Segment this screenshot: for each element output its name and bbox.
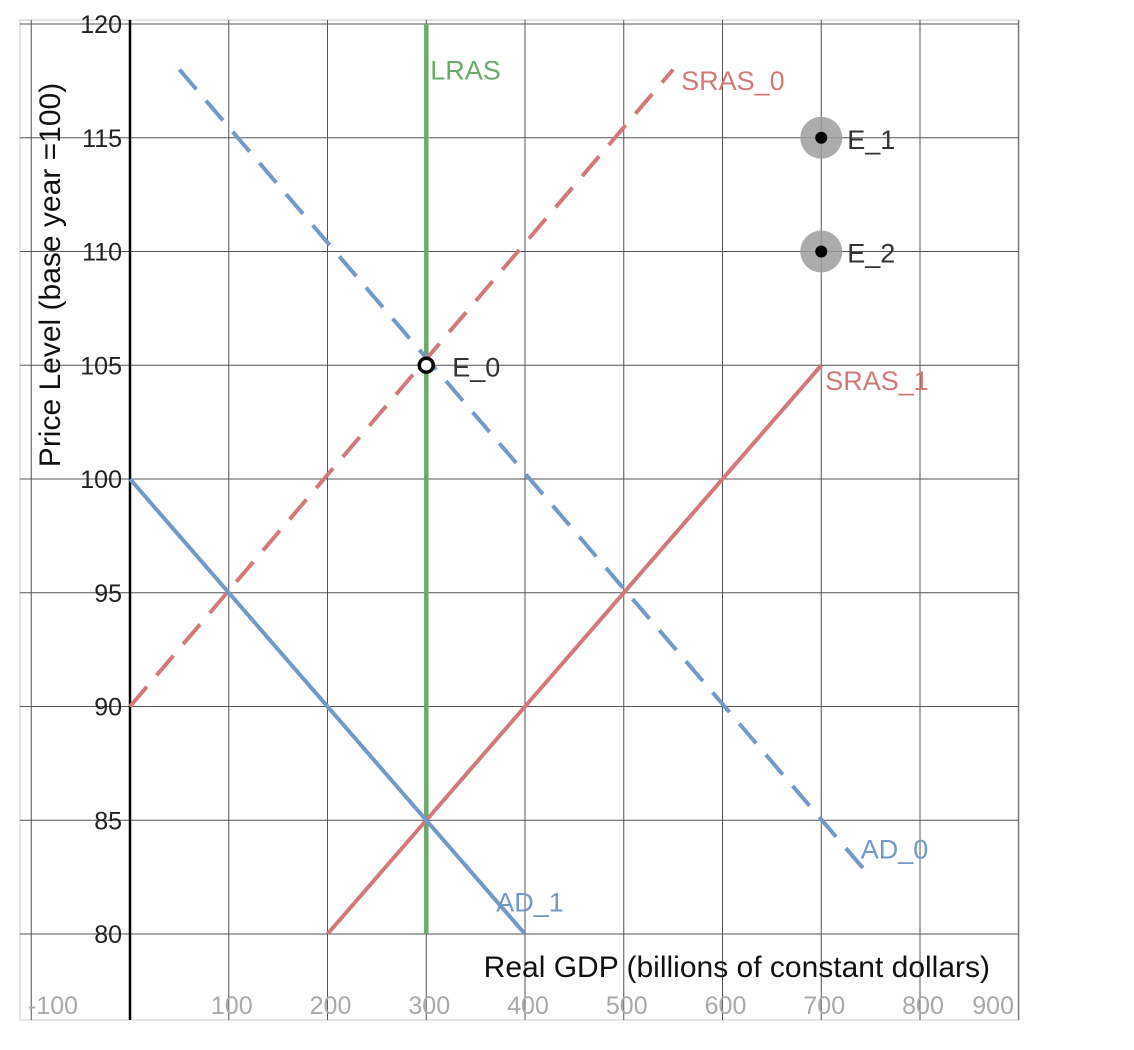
x-tick-label: 500 [606,992,648,1020]
curves [128,24,873,936]
curve-ad-0 [177,68,873,879]
point-e-0-label: E_0 [452,352,500,382]
x-tick-label: 100 [211,992,253,1020]
x-tick-label: 800 [902,992,944,1020]
curve-label-ad-1: AD_1 [496,887,564,917]
y-tick-label: 95 [94,580,122,608]
x-axis-title: Real GDP (billions of constant dollars) [484,951,990,984]
y-tick-label: 100 [80,466,122,494]
point-e-0 [417,356,435,374]
curve-label-sras-0: SRAS_0 [681,66,785,96]
plot-frame [19,19,1019,1021]
y-tick-label: 105 [80,352,122,380]
curve-label-sras-1: SRAS_1 [825,366,929,396]
curve-label-lras: LRAS [430,56,501,86]
x-tick-label: 400 [507,992,549,1020]
point-e-1 [815,131,828,144]
grid [19,19,1020,1021]
point-e-2 [815,245,828,258]
point-e-2-label: E_2 [847,239,895,269]
y-tick-label: 80 [94,921,122,949]
y-axis-title: Price Level (base year =100) [34,83,67,467]
equilibrium-points [417,116,843,374]
y-tick-label: 90 [94,694,122,722]
x-tick-label: 200 [310,992,352,1020]
point-e-1-label: E_1 [847,125,895,155]
curve-ad-1 [128,477,527,936]
y-tick-label: 115 [82,125,122,153]
curve-label-ad-0: AD_0 [861,834,929,864]
x-tick-label: 900 [972,992,1014,1020]
x-tick-label: 300 [408,992,450,1020]
x-tick-label: 600 [705,992,747,1020]
y-tick-label: 120 [80,11,122,39]
y-tick-label: 110 [82,239,122,267]
axes: 80 85 90 95 100 105 110 115 120 -100 100 200 300 400 5… [28,11,1014,1020]
curve-sras-0 [128,68,675,708]
x-tick-label: 700 [803,992,845,1020]
curve-sras-1 [325,363,823,936]
labels: Real GDP (billions of constant dollars) … [34,56,990,985]
y-tick-label: 85 [94,807,122,835]
x-tick-label: -100 [28,992,78,1020]
